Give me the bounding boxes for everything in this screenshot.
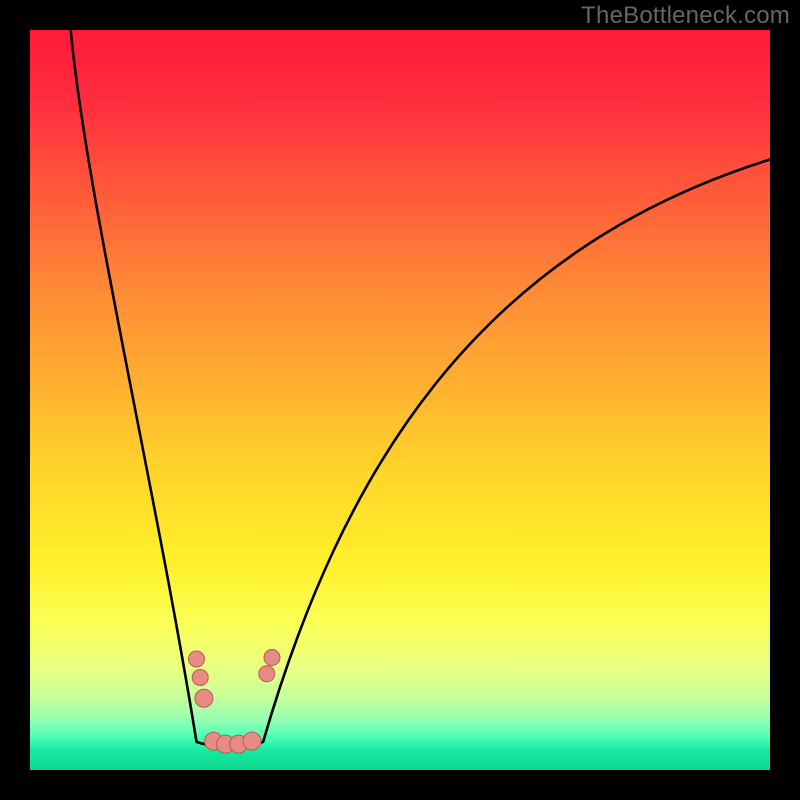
- data-marker: [259, 666, 275, 682]
- watermark-text: TheBottleneck.com: [581, 2, 790, 30]
- chart-container: TheBottleneck.com: [0, 0, 800, 800]
- data-marker: [189, 651, 205, 667]
- data-marker: [195, 689, 213, 707]
- data-marker: [264, 650, 280, 666]
- data-marker: [192, 670, 208, 686]
- plot-area: [30, 30, 770, 770]
- bottleneck-chart: [0, 0, 800, 800]
- data-marker: [243, 732, 261, 750]
